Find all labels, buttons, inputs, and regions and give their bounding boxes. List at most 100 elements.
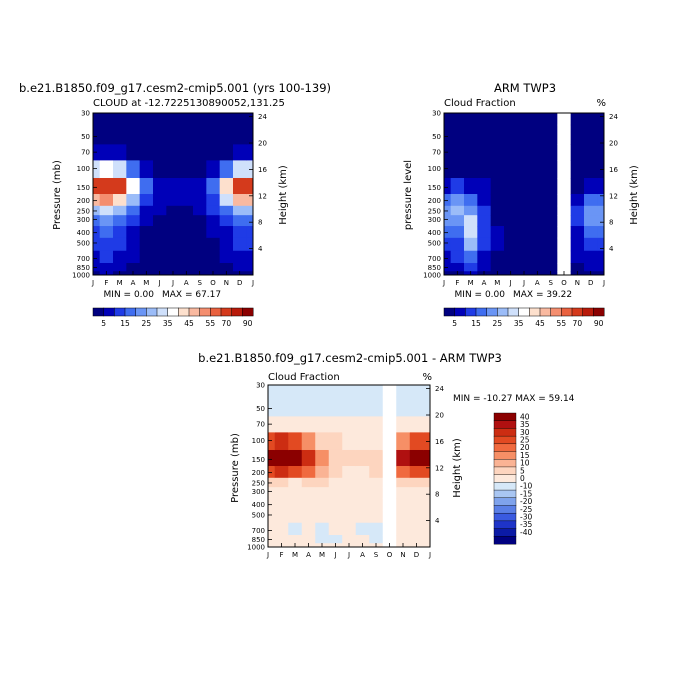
- heat-cell: [557, 226, 572, 239]
- heat-cell: [477, 144, 492, 161]
- heat-cell: [288, 385, 303, 398]
- heat-cell: [450, 144, 465, 161]
- heat-cell: [179, 215, 194, 227]
- y-tick-label: 50: [81, 133, 90, 141]
- heat-cell: [206, 237, 221, 252]
- heat-cell: [206, 124, 221, 145]
- heat-cell: [530, 177, 545, 195]
- heat-cell: [153, 205, 167, 216]
- heat-cell: [584, 113, 598, 126]
- heat-cell: [464, 160, 478, 179]
- colorbar-label: 20: [520, 443, 530, 452]
- heat-cell: [517, 194, 532, 207]
- heat-cell: [153, 177, 167, 195]
- heat-cell: [99, 194, 114, 207]
- heat-cell: [396, 535, 411, 544]
- heat-cell: [530, 205, 545, 216]
- heat-cell: [219, 205, 234, 216]
- heat-cell: [328, 522, 343, 536]
- heat-cell: [477, 237, 492, 252]
- heat-cell: [504, 160, 518, 179]
- y2-tick-label: 16: [435, 438, 444, 446]
- colorbar-label: -35: [520, 520, 532, 529]
- heat-cell: [597, 205, 605, 216]
- heat-cell: [93, 226, 101, 239]
- heat-cell: [504, 124, 518, 145]
- heat-cell: [557, 124, 572, 145]
- heat-cell: [166, 194, 181, 207]
- heat-cell: [409, 477, 424, 488]
- heat-cell: [530, 237, 545, 252]
- heat-cell: [504, 144, 518, 161]
- colorbar-swatch: [114, 307, 126, 317]
- y-tick-label: 500: [252, 511, 265, 519]
- heat-cell: [268, 449, 276, 467]
- heat-cell: [342, 509, 357, 524]
- heat-cell: [423, 487, 431, 499]
- heat-cell: [423, 543, 431, 548]
- y-tick-label: 30: [81, 110, 90, 118]
- heat-cell: [93, 113, 101, 126]
- heat-cell: [423, 416, 431, 433]
- x-tick-label: N: [575, 279, 580, 287]
- heat-cell: [153, 215, 167, 227]
- heat-cell: [246, 250, 254, 264]
- heat-cell: [517, 113, 532, 126]
- colorbar-swatch: [539, 307, 552, 317]
- heat-cell: [355, 487, 370, 499]
- heat-cell: [246, 144, 254, 161]
- heat-cell: [490, 205, 505, 216]
- colorbar-swatch: [493, 443, 517, 452]
- heat-cell: [328, 416, 343, 433]
- heat-cell: [166, 177, 181, 195]
- heat-cell: [246, 271, 254, 276]
- heat-cell: [246, 263, 254, 272]
- x-tick-label: J: [158, 279, 161, 287]
- heat-cell: [369, 385, 384, 398]
- heat-cell: [328, 396, 343, 417]
- colorbar-swatch: [493, 435, 517, 445]
- heat-cell: [166, 160, 181, 179]
- colorbar-label: 5: [101, 319, 106, 328]
- heat-cell: [342, 416, 357, 433]
- heat-cell: [450, 226, 465, 239]
- heat-cell: [355, 416, 370, 433]
- heat-cell: [423, 477, 431, 488]
- heat-cell: [153, 250, 167, 264]
- heat-cell: [288, 509, 303, 524]
- heat-cell: [113, 144, 127, 161]
- heat-cell: [274, 509, 289, 524]
- y-tick-label: 850: [252, 536, 265, 544]
- heat-cell: [288, 535, 303, 544]
- heat-cell: [315, 416, 330, 433]
- y2-tick-label: 12: [258, 192, 267, 200]
- heat-cell: [557, 113, 572, 126]
- y2-tick-label: 24: [435, 385, 444, 393]
- heat-cell: [530, 250, 545, 264]
- heat-cell: [268, 466, 276, 479]
- panel-obs: ARM TWP3 Cloud Fraction % 30 50 70 100 150 20…: [403, 81, 640, 300]
- heat-cell: [233, 113, 247, 126]
- heat-cell: [464, 250, 478, 264]
- heat-cell: [477, 194, 492, 207]
- heat-cell: [504, 226, 518, 239]
- heat-cell: [490, 215, 505, 227]
- y-tick-label: 250: [252, 479, 265, 487]
- heat-cell: [274, 498, 289, 511]
- heat-cell: [409, 522, 424, 536]
- y-tick-label: 50: [432, 133, 441, 141]
- x-tick-label: F: [104, 279, 108, 287]
- colorbar-swatch: [135, 307, 147, 317]
- heat-cell: [597, 144, 605, 161]
- heat-cell: [584, 263, 598, 272]
- heat-cell: [99, 215, 114, 227]
- x-tick-label: F: [455, 279, 459, 287]
- heat-cell: [444, 177, 452, 195]
- panel-obs-title: ARM TWP3: [494, 81, 556, 95]
- heat-cell: [113, 226, 127, 239]
- x-tick-label: A: [535, 279, 540, 287]
- heat-cell: [369, 487, 384, 499]
- heat-cell: [444, 113, 452, 126]
